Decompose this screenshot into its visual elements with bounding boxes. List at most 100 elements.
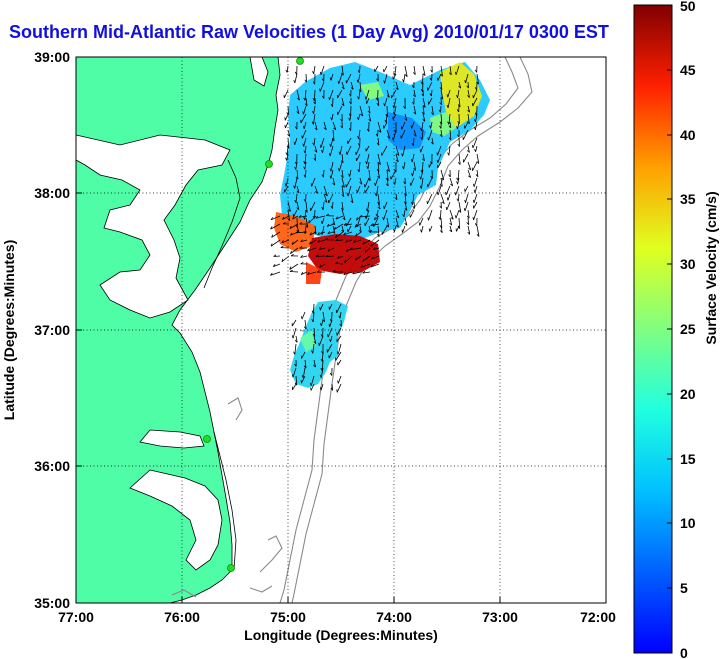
velocity-arrow [341,185,345,197]
velocity-arrow-head [321,149,323,153]
velocity-arrow-head [322,319,325,323]
velocity-arrow-head [302,125,305,129]
velocity-arrow [368,105,371,114]
velocity-arrow-head [298,214,302,218]
velocity-arrow [345,239,353,243]
colorbar-tick-labels: 50 45 40 35 30 25 20 15 10 5 0 [680,0,696,659]
velocity-arrow [458,217,461,229]
velocity-arrow [440,225,443,233]
velocity-arrow [395,145,400,156]
velocity-arrow-head [437,192,439,196]
velocity-arrow [356,217,361,227]
velocity-arrow [358,89,361,100]
velocity-arrow [338,161,343,172]
velocity-arrow [395,209,400,219]
velocity-arrow [457,89,460,98]
velocity-arrow-head [357,116,359,121]
velocity-arrow-head [319,264,322,268]
velocity-arrow-head [474,148,476,152]
velocity-arrow [305,73,307,83]
velocity-arrow [292,383,297,391]
velocity-arrow [319,81,325,92]
velocity-arrow-head [457,225,461,229]
velocity-arrow-head [356,189,358,193]
velocity-arrow-head [312,71,315,75]
velocity-arrow [293,209,298,217]
velocity-arrow [314,153,316,161]
velocity-arrow-head [394,197,398,201]
velocity-arrow [467,145,470,153]
velocity-arrow [350,247,362,251]
velocity-arrow-head [329,175,332,179]
velocity-arrow-head [300,239,303,243]
velocity-arrow-head [456,181,458,185]
velocity-arrow-head [402,79,405,83]
velocity-arrow-head [420,229,422,233]
velocity-arrow-head [374,193,377,197]
velocity-arrow [376,209,379,217]
velocity-arrow [449,217,453,226]
velocity-arrow-head [370,264,373,268]
velocity-arrow [446,201,451,211]
velocity-arrow [282,215,290,220]
velocity-arrow-head [357,143,361,147]
velocity-arrow [285,121,289,129]
velocity-arrow-head [403,181,406,185]
velocity-arrow [295,375,298,386]
velocity-arrow [336,303,342,314]
velocity-arrow-head [387,136,391,139]
colorbar [633,4,673,654]
station-marker [265,160,273,168]
velocity-arrow-head [476,161,480,164]
velocity-arrow-head [383,80,385,84]
velocity-arrow-head [319,144,322,148]
velocity-arrow-head [294,382,298,386]
velocity-arrow-head [313,157,316,161]
velocity-arrow-head [342,217,346,221]
y-tick-label: 38:00 [34,185,70,201]
velocity-arrow-head [332,182,335,186]
velocity-arrow [317,239,326,243]
velocity-arrow-head [337,255,340,259]
velocity-arrow-head [439,125,442,129]
velocity-arrow [419,217,424,226]
velocity-arrow [383,65,388,73]
velocity-arrow [422,89,424,97]
velocity-arrow [467,81,469,89]
velocity-arrow [377,169,380,179]
velocity-arrow-head [404,222,408,226]
x-tick-labels: 77:00 76:00 75:00 74:00 73:00 72:00 [58,609,616,625]
velocity-arrow [365,89,370,100]
velocity-region-core-jet-edge [306,262,322,284]
velocity-arrow-head [463,208,466,212]
velocity-arrow [315,215,326,219]
velocity-arrow [447,89,451,98]
velocity-arrow-head [282,216,285,220]
velocity-arrow-head [375,97,378,101]
velocity-arrow [422,153,425,161]
velocity-arrow [337,89,343,99]
velocity-arrow [309,239,317,245]
velocity-arrow [339,311,342,319]
velocity-arrow [314,89,316,101]
velocity-arrow [329,319,333,328]
velocity-arrow-head [410,125,413,129]
velocity-arrow [314,145,318,153]
velocity-arrow [320,65,325,75]
velocity-arrow [467,89,470,98]
velocity-arrow-head [303,150,306,154]
velocity-arrow-head [309,382,312,386]
velocity-arrow-head [446,94,449,98]
velocity-arrow-head [348,117,351,121]
velocity-arrow [391,89,397,99]
velocity-arrow [345,177,352,188]
velocity-arrow-head [335,234,337,238]
velocity-arrow-head [360,264,363,268]
velocity-arrow [354,223,362,228]
velocity-arrow-head [411,142,414,146]
velocity-arrow-head [319,387,322,391]
velocity-arrow [440,177,443,187]
velocity-arrow [330,335,333,342]
velocity-arrow-head [402,213,405,218]
velocity-arrow [383,121,388,129]
